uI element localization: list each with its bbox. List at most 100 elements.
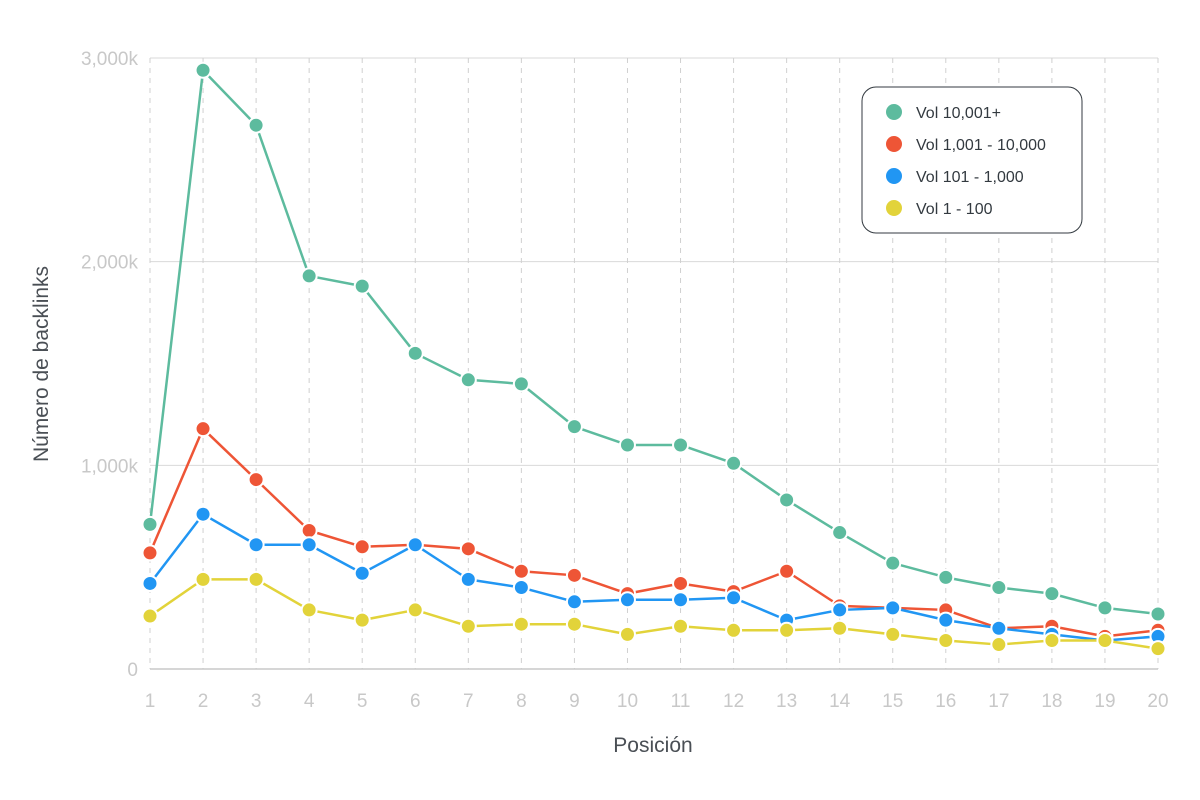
data-point[interactable] <box>937 611 955 629</box>
legend-label: Vol 1,001 - 10,000 <box>916 137 1046 154</box>
data-point[interactable] <box>618 436 636 454</box>
x-tick-label: 12 <box>723 691 744 712</box>
x-tick-label: 9 <box>569 691 580 712</box>
data-point[interactable] <box>194 570 212 588</box>
data-point[interactable] <box>247 570 265 588</box>
data-point[interactable] <box>672 436 690 454</box>
legend: Vol 10,001+ Vol 1,001 - 10,000 Vol 101 - 1… <box>861 86 1083 234</box>
data-point[interactable] <box>141 607 159 625</box>
legend-marker <box>886 136 902 152</box>
data-point[interactable] <box>194 420 212 438</box>
data-point[interactable] <box>672 617 690 635</box>
data-point[interactable] <box>459 540 477 558</box>
series-line <box>149 512 1159 642</box>
x-tick-label: 6 <box>410 691 421 712</box>
data-point[interactable] <box>459 617 477 635</box>
x-tick-label: 16 <box>935 691 956 712</box>
data-point[interactable] <box>512 562 530 580</box>
data-point[interactable] <box>990 579 1008 597</box>
x-tick-label: 15 <box>882 691 903 712</box>
legend-marker <box>886 200 902 216</box>
y-tick-label: 0 <box>127 660 138 681</box>
data-point[interactable] <box>406 536 424 554</box>
data-point[interactable] <box>937 568 955 586</box>
legend-label: Vol 101 - 1,000 <box>916 169 1024 186</box>
data-point[interactable] <box>831 619 849 637</box>
data-point[interactable] <box>194 61 212 79</box>
x-tick-label: 14 <box>829 691 851 712</box>
data-point[interactable] <box>565 593 583 611</box>
data-point[interactable] <box>1096 631 1114 649</box>
data-point[interactable] <box>512 579 530 597</box>
data-point[interactable] <box>565 615 583 633</box>
y-tick-label: 2,000k <box>81 253 139 274</box>
legend-label: Vol 1 - 100 <box>916 201 993 218</box>
x-axis-title: Posición <box>613 734 692 757</box>
data-point[interactable] <box>884 554 902 572</box>
x-tick-label: 10 <box>617 691 638 712</box>
data-point[interactable] <box>937 631 955 649</box>
data-point[interactable] <box>141 574 159 592</box>
data-point[interactable] <box>990 619 1008 637</box>
x-tick-label: 2 <box>198 691 209 712</box>
data-point[interactable] <box>300 601 318 619</box>
data-point[interactable] <box>725 454 743 472</box>
x-tick-label: 19 <box>1094 691 1115 712</box>
data-point[interactable] <box>884 599 902 617</box>
data-point[interactable] <box>1149 605 1167 623</box>
data-point[interactable] <box>141 544 159 562</box>
data-point[interactable] <box>778 621 796 639</box>
x-tick-label: 20 <box>1147 691 1168 712</box>
data-point[interactable] <box>672 591 690 609</box>
data-point[interactable] <box>990 636 1008 654</box>
data-point[interactable] <box>247 471 265 489</box>
x-tick-label: 7 <box>463 691 474 712</box>
data-point[interactable] <box>300 522 318 540</box>
x-tick-label: 13 <box>776 691 797 712</box>
data-point[interactable] <box>353 538 371 556</box>
y-axis-title: Número de backlinks <box>30 266 53 462</box>
data-point[interactable] <box>141 515 159 533</box>
data-point[interactable] <box>512 375 530 393</box>
legend-box <box>861 86 1083 234</box>
data-point[interactable] <box>512 615 530 633</box>
data-point[interactable] <box>1043 585 1061 603</box>
x-tick-label: 17 <box>988 691 1009 712</box>
data-point[interactable] <box>1096 599 1114 617</box>
data-point[interactable] <box>618 625 636 643</box>
data-point[interactable] <box>300 267 318 285</box>
data-point[interactable] <box>884 625 902 643</box>
series-2 <box>141 420 1167 645</box>
data-point[interactable] <box>565 566 583 584</box>
data-point[interactable] <box>778 491 796 509</box>
data-point[interactable] <box>247 116 265 134</box>
data-point[interactable] <box>406 601 424 619</box>
legend-marker <box>886 104 902 120</box>
x-tick-label: 11 <box>671 691 691 712</box>
data-point[interactable] <box>300 536 318 554</box>
data-point[interactable] <box>194 505 212 523</box>
data-point[interactable] <box>672 574 690 592</box>
data-point[interactable] <box>353 277 371 295</box>
x-tick-label: 5 <box>357 691 368 712</box>
data-point[interactable] <box>353 611 371 629</box>
data-point[interactable] <box>459 570 477 588</box>
data-point[interactable] <box>353 564 371 582</box>
data-point[interactable] <box>1043 631 1061 649</box>
legend-label: Vol 10,001+ <box>916 105 1001 122</box>
data-point[interactable] <box>406 344 424 362</box>
data-point[interactable] <box>831 601 849 619</box>
data-point[interactable] <box>247 536 265 554</box>
data-point[interactable] <box>831 524 849 542</box>
data-point[interactable] <box>618 591 636 609</box>
series-line <box>148 427 1159 638</box>
data-point[interactable] <box>565 418 583 436</box>
data-point[interactable] <box>725 621 743 639</box>
data-point[interactable] <box>459 371 477 389</box>
data-point[interactable] <box>725 589 743 607</box>
data-point[interactable] <box>1149 640 1167 658</box>
x-tick-label: 8 <box>516 691 527 712</box>
data-point[interactable] <box>778 562 796 580</box>
